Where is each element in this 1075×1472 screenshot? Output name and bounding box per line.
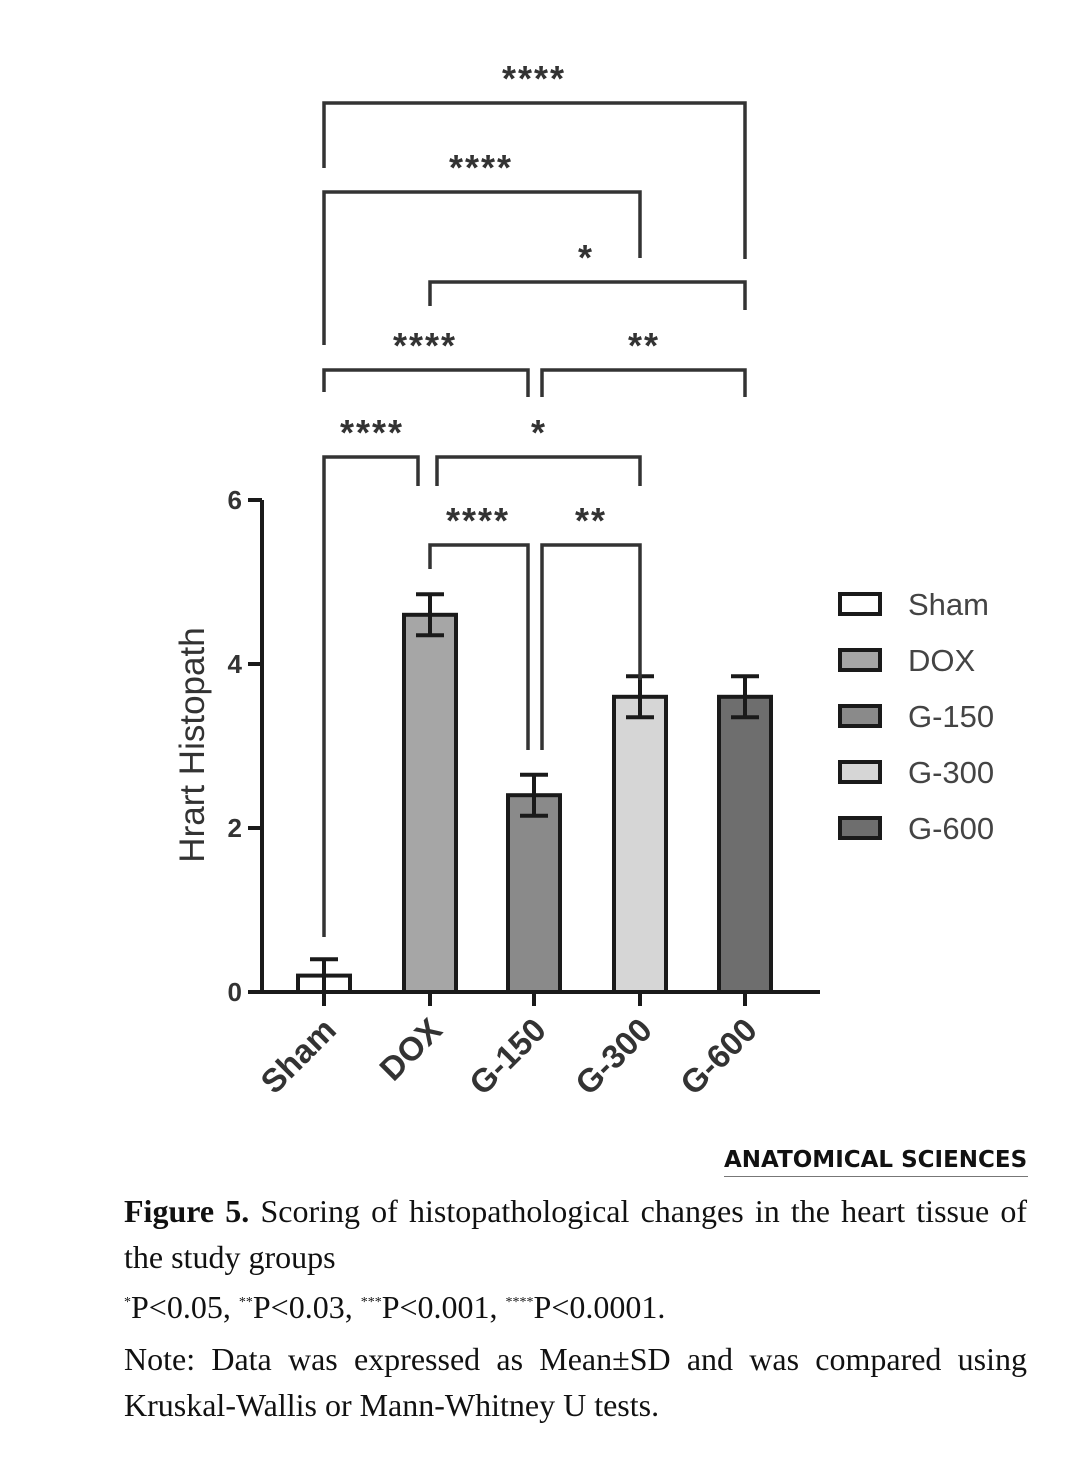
bar	[717, 694, 773, 994]
legend-swatch	[838, 816, 882, 840]
significance-label: ****	[446, 500, 510, 541]
significance-bracket	[322, 190, 642, 345]
chart-legend: Sham DOX G-150 G-300 G-600	[838, 587, 994, 846]
y-axis-label: Hrart Histopath	[173, 627, 212, 862]
bar	[612, 694, 668, 994]
figure-caption: Figure 5. Scoring of histopathological c…	[124, 1188, 1027, 1280]
significance-label: ****	[340, 412, 404, 453]
legend-label: Sham	[908, 587, 989, 622]
significance-bracket	[428, 280, 747, 310]
figure-title: Scoring of histopathological changes in …	[124, 1193, 1028, 1275]
significance-label: ****	[502, 58, 566, 99]
significance-bracket	[540, 368, 747, 397]
legend-swatch	[838, 760, 882, 784]
significance-bracket	[322, 101, 747, 259]
y-tick-label: 6	[228, 485, 242, 515]
significance-brackets: **** ****** ***** ***********	[322, 58, 747, 937]
significance-label: ****	[393, 325, 457, 366]
x-tick-label: Sham	[253, 1011, 343, 1101]
legend-swatch	[838, 648, 882, 672]
significance-label: **	[575, 500, 607, 541]
x-tick-label: G-150	[462, 1011, 553, 1102]
significance-bracket	[435, 455, 642, 486]
significance-bracket	[322, 368, 530, 397]
x-tick-label: G-600	[673, 1011, 764, 1102]
pvalue-item: ****P<0.0001.	[505, 1289, 666, 1325]
y-tick-label: 2	[228, 813, 242, 843]
figure-note: Note: Data was expressed as Mean±SD and …	[124, 1341, 1027, 1423]
legend-swatch	[838, 592, 882, 616]
legend-label: G-300	[908, 755, 994, 790]
significance-bracket	[322, 455, 420, 937]
significance-label: *	[531, 412, 547, 453]
figure-label: Figure 5.	[124, 1193, 250, 1229]
pvalue-legend: *P<0.05, **P<0.03, ***P<0.001, ****P<0.0…	[124, 1284, 1027, 1330]
legend-label: G-150	[908, 699, 994, 734]
significance-label: **	[628, 325, 660, 366]
significance-label: *	[578, 237, 594, 278]
y-tick-label: 0	[228, 977, 242, 1007]
journal-brand: ANATOMICAL SCIENCES	[724, 1147, 1028, 1177]
pvalue-item: *P<0.05,	[124, 1289, 231, 1325]
bar	[506, 793, 562, 995]
y-tick-label: 4	[228, 649, 243, 679]
x-tick-label: DOX	[372, 1011, 449, 1088]
legend-swatch	[838, 704, 882, 728]
chart-bars	[296, 592, 773, 995]
bar	[402, 612, 458, 994]
significance-label: ****	[449, 147, 513, 188]
significance-bracket	[540, 543, 642, 750]
legend-label: G-600	[908, 811, 994, 846]
pvalue-item: ***P<0.001,	[360, 1289, 498, 1325]
pvalue-item: **P<0.03,	[238, 1289, 353, 1325]
x-tick-label: G-300	[568, 1011, 659, 1102]
legend-label: DOX	[908, 643, 976, 678]
significance-bracket	[428, 543, 530, 750]
